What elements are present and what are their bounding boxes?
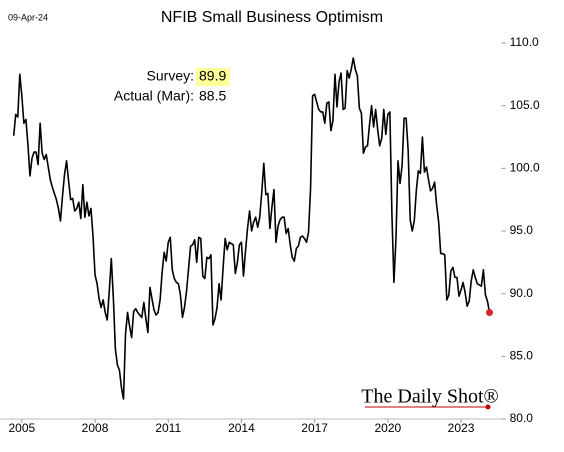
x-tick-label: 2017 (301, 421, 328, 435)
date-stamp: 09-Apr-24 (8, 12, 48, 22)
x-tick-label: 2011 (155, 421, 181, 435)
x-tick-label: 2023 (448, 421, 475, 435)
annotation-label: Actual (Mar): (114, 88, 194, 104)
annotation-label: Survey: (147, 68, 194, 84)
watermark-dot (485, 404, 491, 410)
x-tick-label: 2014 (228, 421, 255, 435)
annotation-value: 88.5 (199, 88, 226, 104)
line (12, 57, 491, 400)
x-tick-label: 2020 (374, 421, 401, 435)
y-tick-label: 90.0 (510, 286, 534, 300)
last-point (486, 308, 493, 316)
annotation-highlight (196, 68, 230, 86)
y-tick-label: 110.0 (510, 35, 539, 49)
chart-title: NFIB Small Business Optimism (161, 9, 383, 26)
x-tick-label: 2008 (82, 421, 109, 435)
watermark: The Daily Shot® (361, 386, 498, 408)
x-tick-label: 2005 (8, 421, 35, 435)
y-tick-label: 80.0 (510, 411, 534, 425)
annotation-value: 89.9 (199, 68, 226, 84)
y-tick-label: 95.0 (510, 223, 534, 237)
y-tick-label: 105.0 (510, 98, 540, 112)
y-tick-label: 85.0 (510, 349, 534, 363)
y-tick-label: 100.0 (510, 161, 540, 175)
